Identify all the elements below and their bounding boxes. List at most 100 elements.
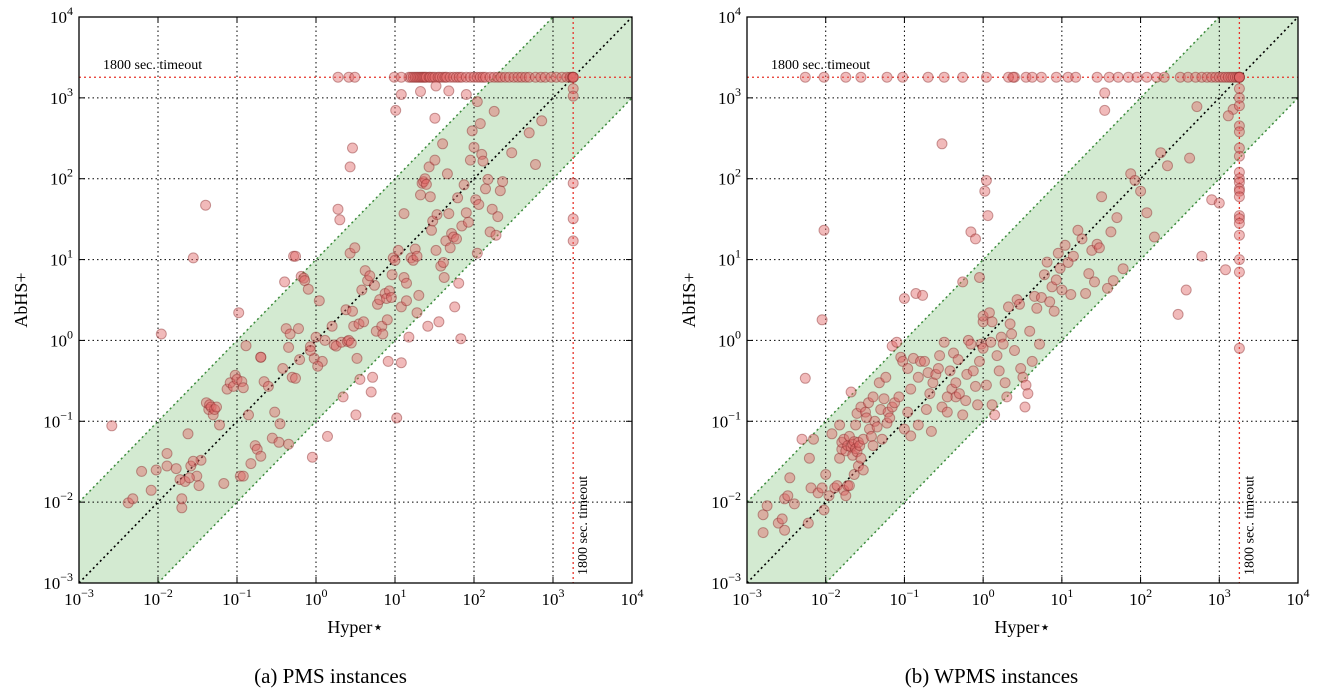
- data-point: [433, 316, 445, 328]
- data-point: [850, 443, 862, 455]
- data-point: [985, 336, 997, 348]
- data-point: [1233, 229, 1245, 241]
- data-point: [233, 307, 245, 319]
- data-point: [401, 295, 412, 307]
- y-tick-label: 101: [50, 247, 73, 270]
- data-point: [530, 159, 541, 170]
- data-point: [395, 301, 407, 313]
- data-point: [886, 401, 898, 413]
- y-tick-label: 101: [718, 247, 741, 270]
- data-point: [893, 391, 905, 403]
- data-point: [851, 446, 863, 458]
- data-point: [161, 448, 173, 459]
- data-point: [464, 154, 476, 166]
- data-point: [550, 71, 562, 83]
- data-point: [898, 293, 910, 304]
- data-point: [187, 455, 199, 467]
- data-point: [1233, 100, 1245, 112]
- data-point: [440, 235, 452, 247]
- data-point: [1035, 292, 1047, 303]
- data-point: [799, 372, 811, 384]
- data-point: [377, 328, 389, 340]
- data-point: [214, 419, 225, 431]
- data-point: [322, 430, 333, 442]
- timeout-label-vertical: 1800 sec. timeout: [576, 476, 591, 575]
- data-point: [358, 316, 370, 328]
- data-point: [403, 71, 415, 83]
- data-point: [258, 376, 270, 388]
- data-point: [471, 71, 483, 83]
- data-point: [443, 208, 455, 220]
- data-point: [398, 208, 410, 220]
- data-point: [431, 209, 443, 221]
- data-point: [997, 338, 1009, 350]
- data-point: [429, 71, 441, 83]
- data-point: [356, 284, 368, 296]
- data-point: [757, 527, 769, 539]
- data-point: [850, 419, 862, 431]
- data-point: [395, 71, 407, 83]
- data-point: [240, 340, 252, 352]
- data-point: [438, 272, 450, 283]
- data-point: [567, 71, 579, 83]
- data-point: [359, 265, 371, 277]
- data-point: [912, 371, 924, 383]
- data-point: [1231, 71, 1243, 83]
- data-point: [430, 244, 442, 256]
- data-point: [294, 354, 306, 366]
- data-point: [409, 71, 421, 83]
- data-point: [407, 71, 419, 83]
- data-point: [150, 464, 162, 476]
- data-point: [855, 401, 867, 413]
- data-point: [852, 436, 864, 448]
- data-point: [1072, 224, 1084, 236]
- data-point: [934, 350, 946, 362]
- data-point: [977, 316, 989, 328]
- data-point: [1233, 126, 1245, 138]
- data-point: [857, 464, 869, 476]
- data-point: [867, 440, 879, 452]
- data-point: [427, 215, 439, 227]
- data-point: [1233, 150, 1245, 162]
- data-point: [980, 175, 992, 186]
- data-point: [1233, 176, 1245, 188]
- data-point: [420, 71, 432, 83]
- data-point: [823, 490, 835, 502]
- x-tick-label: 10−1: [890, 586, 920, 609]
- data-point: [567, 71, 579, 83]
- data-point: [915, 355, 926, 367]
- data-point: [460, 89, 472, 100]
- data-point: [857, 433, 869, 445]
- data-point: [443, 85, 455, 97]
- data-point: [255, 450, 267, 462]
- data-point: [1009, 71, 1020, 83]
- data-point: [1019, 401, 1031, 413]
- data-point: [458, 179, 470, 191]
- data-point: [799, 71, 811, 83]
- data-point: [886, 340, 898, 352]
- data-point: [895, 351, 907, 363]
- data-points: [106, 71, 579, 514]
- data-point: [860, 406, 871, 418]
- data-point: [407, 254, 419, 266]
- data-point: [1217, 71, 1228, 83]
- data-point: [816, 314, 828, 326]
- data-point: [127, 493, 139, 505]
- data-point: [1220, 264, 1231, 276]
- y-tick-label: 104: [718, 4, 741, 27]
- data-point: [182, 428, 194, 440]
- data-point: [1056, 284, 1068, 296]
- data-point: [1233, 166, 1245, 178]
- diagonal-line: [79, 17, 632, 583]
- data-point: [234, 470, 246, 482]
- data-point: [950, 377, 962, 389]
- y-axis-label: AbHS+: [11, 272, 31, 327]
- data-point: [477, 155, 489, 167]
- data-point: [979, 185, 991, 197]
- data-point: [1135, 185, 1147, 197]
- data-point: [419, 71, 431, 83]
- data-point: [1184, 152, 1196, 164]
- data-point: [924, 388, 936, 400]
